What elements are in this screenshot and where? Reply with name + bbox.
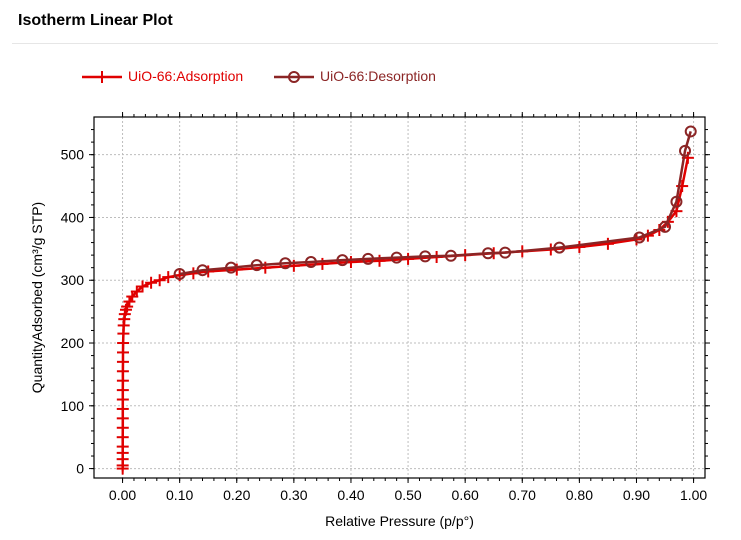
data-point <box>373 254 386 267</box>
data-point <box>670 195 683 208</box>
data-point <box>123 295 136 308</box>
data-point <box>153 274 166 287</box>
x-tick-label: 0.00 <box>109 487 136 503</box>
y-tick-label: 400 <box>61 209 85 225</box>
ticks <box>89 112 710 483</box>
data-point <box>553 241 566 254</box>
x-tick-label: 0.80 <box>566 487 593 503</box>
data-point <box>390 251 403 264</box>
data-point <box>402 252 415 265</box>
data-point <box>130 285 143 298</box>
data-point <box>304 256 317 269</box>
data-point <box>573 240 586 253</box>
y-tick-label: 300 <box>61 272 85 288</box>
series-adsorption <box>116 151 694 475</box>
legend-swatch-desorption <box>274 71 314 83</box>
x-tick-label: 1.00 <box>680 487 707 503</box>
data-point <box>336 254 349 267</box>
grid <box>94 117 705 478</box>
data-point <box>279 257 292 270</box>
legend-swatch-adsorption <box>82 71 122 83</box>
x-tick-label: 0.50 <box>394 487 421 503</box>
series-desorption <box>173 125 697 280</box>
x-tick-label: 0.70 <box>509 487 536 503</box>
legend-item-adsorption[interactable]: UiO-66:Adsorption <box>82 66 282 88</box>
data-point <box>659 220 672 233</box>
y-tick-label: 100 <box>61 398 85 414</box>
x-tick-label: 0.10 <box>166 487 193 503</box>
data-point <box>482 247 495 260</box>
data-point <box>362 252 375 265</box>
legend-label-adsorption: UiO-66:Adsorption <box>128 68 244 84</box>
y-tick-label: 500 <box>61 147 85 163</box>
x-tick-label: 0.60 <box>452 487 479 503</box>
page-title: Isotherm Linear Plot <box>18 12 173 29</box>
series-line <box>121 157 690 469</box>
plot-frame <box>93 116 706 479</box>
data-point <box>444 249 457 262</box>
data-point <box>499 246 512 259</box>
x-axis-title: Relative Pressure (p/p°) <box>325 513 474 529</box>
data-point <box>145 276 158 289</box>
x-tick-label: 0.20 <box>223 487 250 503</box>
data-point <box>162 271 175 284</box>
y-axis-title: QuantityAdsorbed (cm³/g STP) <box>29 202 45 393</box>
series-line <box>179 131 692 276</box>
data-point <box>601 237 614 250</box>
x-tick-label: 0.30 <box>280 487 307 503</box>
data-point <box>316 257 329 270</box>
data-point <box>230 263 243 276</box>
data-point <box>225 261 238 274</box>
y-tick-label: 200 <box>61 335 85 351</box>
data-point <box>136 280 149 293</box>
data-point <box>679 144 692 157</box>
x-tick-label: 0.90 <box>623 487 650 503</box>
y-tick-label: 0 <box>76 461 84 477</box>
x-tick-label: 0.40 <box>337 487 364 503</box>
data-point <box>121 300 134 313</box>
data-point <box>250 259 263 272</box>
legend-label-desorption: UiO-66:Desorption <box>320 68 436 84</box>
data-point <box>684 125 697 138</box>
legend-item-desorption[interactable]: UiO-66:Desorption <box>274 66 474 88</box>
data-point <box>633 231 646 244</box>
title-divider <box>12 43 718 44</box>
data-point <box>173 267 186 280</box>
data-point <box>419 250 432 263</box>
data-point <box>196 264 209 277</box>
